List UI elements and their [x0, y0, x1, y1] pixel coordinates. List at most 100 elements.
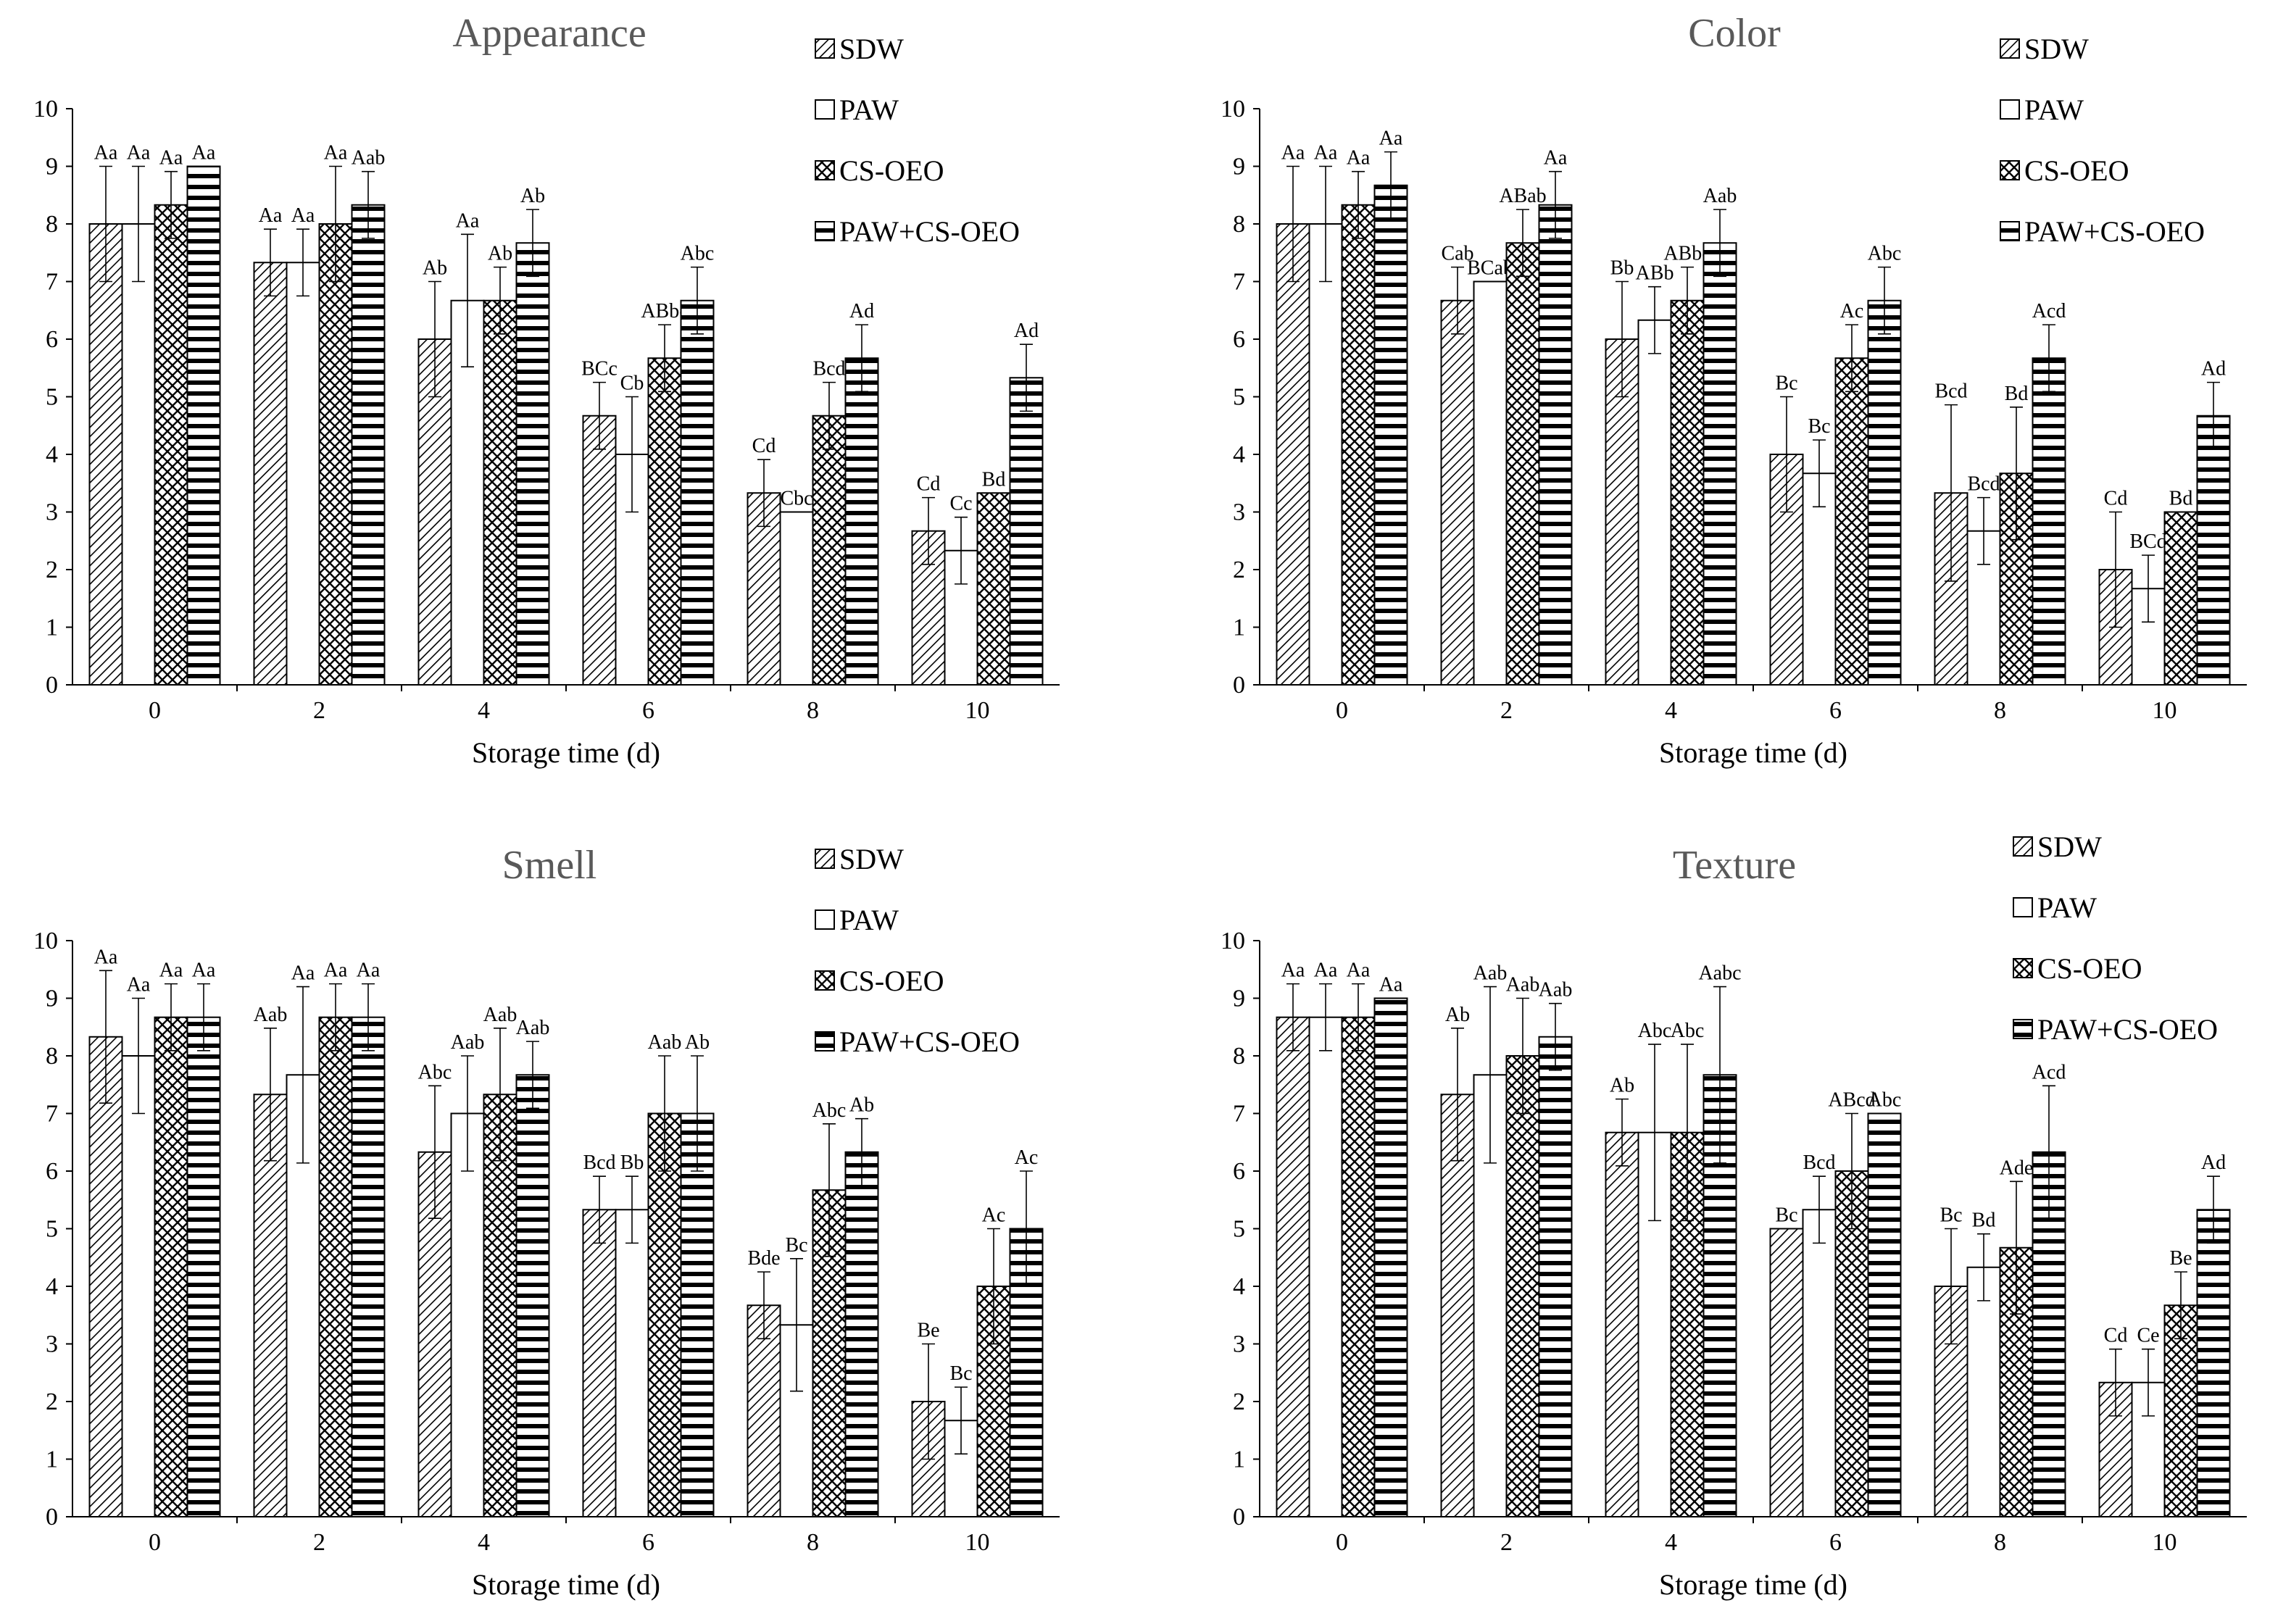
- y-tick-label: 4: [1233, 441, 1245, 468]
- y-tick-label: 10: [33, 928, 58, 954]
- y-tick-label: 7: [46, 269, 58, 296]
- bar-paw-cs-oeo: [1538, 204, 1573, 686]
- bar-significance-label: Cd: [917, 473, 941, 496]
- y-tick-label: 1: [1233, 615, 1245, 641]
- bar-cs-oeo: [154, 1016, 188, 1517]
- y-tick-label: 5: [46, 1216, 58, 1243]
- bar-significance-label: Acd: [2032, 300, 2066, 322]
- bar-significance-label: Abc: [1671, 1020, 1705, 1042]
- bar-paw-cs-oeo: [351, 204, 386, 686]
- x-tick-label: 8: [807, 1529, 819, 1556]
- bar-paw: [1473, 280, 1508, 686]
- bar-paw-cs-oeo: [680, 1112, 715, 1517]
- bar-significance-label: Aa: [94, 946, 118, 968]
- bar-significance-label: Aab: [451, 1031, 485, 1054]
- legend-swatch: [815, 99, 835, 120]
- y-tick-label: 9: [46, 986, 58, 1012]
- legend-item-sdw: SDW: [815, 33, 904, 65]
- bar-significance-label: Abc: [812, 1099, 847, 1122]
- legend-item-paw-cs-oeo: PAW+CS-OEO: [815, 1025, 1020, 1058]
- y-tick-label: 4: [46, 441, 58, 468]
- bar-significance-label: Aa: [291, 962, 315, 985]
- legend-item-paw: PAW: [815, 904, 899, 936]
- legend-label: PAW+CS-OEO: [2037, 1013, 2218, 1046]
- bar-paw-cs-oeo: [1538, 1036, 1573, 1517]
- bar-cs-oeo: [647, 357, 682, 686]
- legend: SDW PAW CS-OEO PAW+CS-OEO: [815, 33, 1020, 248]
- bar-paw-cs-oeo: [1009, 377, 1044, 686]
- bar-significance-label: Ade: [2000, 1157, 2034, 1179]
- chart-title: Smell: [502, 843, 597, 888]
- bar-cs-oeo: [1670, 299, 1705, 686]
- chart-appearance: Appearance Storage time (d) SDW PAW CS-O…: [33, 11, 1060, 769]
- y-tick-label: 0: [46, 1504, 58, 1531]
- bar-significance-label: Ab: [849, 1094, 874, 1117]
- bar-paw-cs-oeo: [1867, 299, 1902, 686]
- bar-significance-label: Ad: [2201, 1152, 2226, 1174]
- bar-significance-label: Aa: [94, 142, 118, 165]
- legend-item-cs-oeo: CS-OEO: [815, 154, 944, 187]
- bar-significance-label: Abc: [681, 243, 715, 265]
- x-tick-label: 6: [1829, 1529, 1842, 1556]
- legend-item-cs-oeo: CS-OEO: [815, 965, 944, 997]
- y-tick-label: 9: [1233, 986, 1245, 1012]
- bar-significance-label: Ac: [1015, 1146, 1039, 1169]
- bar-significance-label: Bd: [2169, 488, 2193, 510]
- bar-significance-label: BCab: [1467, 257, 1513, 280]
- legend-item-paw-cs-oeo: PAW+CS-OEO: [815, 215, 1020, 248]
- legend-item-paw: PAW: [815, 93, 899, 126]
- y-tick-label: 8: [46, 1043, 58, 1070]
- bar-paw-cs-oeo: [351, 1016, 386, 1517]
- bar-significance-label: Aab: [648, 1031, 682, 1054]
- bar-sdw: [88, 223, 123, 686]
- legend-swatch: [2000, 99, 2020, 120]
- legend-swatch: [2000, 38, 2020, 59]
- bar-paw-cs-oeo: [1373, 184, 1408, 686]
- bar-paw-cs-oeo: [680, 299, 715, 686]
- legend: SDW PAW CS-OEO PAW+CS-OEO: [815, 843, 1020, 1058]
- legend-swatch: [2000, 221, 2020, 241]
- bar-significance-label: Bd: [1972, 1209, 1996, 1232]
- legend-item-cs-oeo: CS-OEO: [2013, 952, 2142, 985]
- legend-label: SDW: [839, 843, 904, 875]
- y-tick-label: 5: [46, 384, 58, 411]
- bar-significance-label: Aa: [1347, 959, 1371, 982]
- legend-swatch: [2013, 1019, 2033, 1039]
- y-tick-label: 7: [1233, 269, 1245, 296]
- bar-cs-oeo: [647, 1112, 682, 1517]
- bar-sdw: [1276, 1016, 1310, 1517]
- bar-cs-oeo: [1341, 204, 1376, 686]
- x-tick-label: 0: [149, 1529, 161, 1556]
- bar-paw-cs-oeo: [186, 1016, 221, 1517]
- x-tick-label: 4: [478, 1529, 490, 1556]
- bar-cs-oeo: [318, 223, 353, 686]
- bar-significance-label: Ab: [1610, 1075, 1634, 1097]
- bar-significance-label: Ce: [2137, 1325, 2159, 1347]
- bar-paw-cs-oeo: [844, 357, 879, 686]
- y-tick-label: 5: [1233, 1216, 1245, 1243]
- bar-sdw: [1276, 223, 1310, 686]
- x-tick-label: 6: [642, 697, 654, 724]
- bar-cs-oeo: [812, 415, 847, 686]
- x-axis-label: Storage time (d): [1659, 1568, 1847, 1601]
- bar-significance-label: Ad: [849, 300, 874, 322]
- bar-significance-label: Be: [917, 1320, 939, 1342]
- y-tick-label: 8: [46, 211, 58, 238]
- bar-significance-label: Bcd: [1967, 473, 2000, 496]
- bar-significance-label: Aa: [127, 142, 151, 165]
- bar-significance-label: Abc: [418, 1061, 452, 1083]
- legend-label: CS-OEO: [839, 965, 944, 997]
- y-tick-label: 7: [1233, 1101, 1245, 1128]
- legend-swatch: [2013, 958, 2033, 978]
- bar-sdw: [1605, 1131, 1639, 1517]
- x-tick-label: 2: [1500, 1529, 1513, 1556]
- bar-significance-label: Aa: [1281, 142, 1305, 165]
- bar-paw-cs-oeo: [1373, 997, 1408, 1517]
- bar-significance-label: Bc: [785, 1234, 807, 1257]
- x-axis-label: Storage time (d): [472, 1568, 660, 1601]
- legend-label: PAW: [839, 93, 899, 126]
- x-tick-label: 0: [1336, 697, 1348, 724]
